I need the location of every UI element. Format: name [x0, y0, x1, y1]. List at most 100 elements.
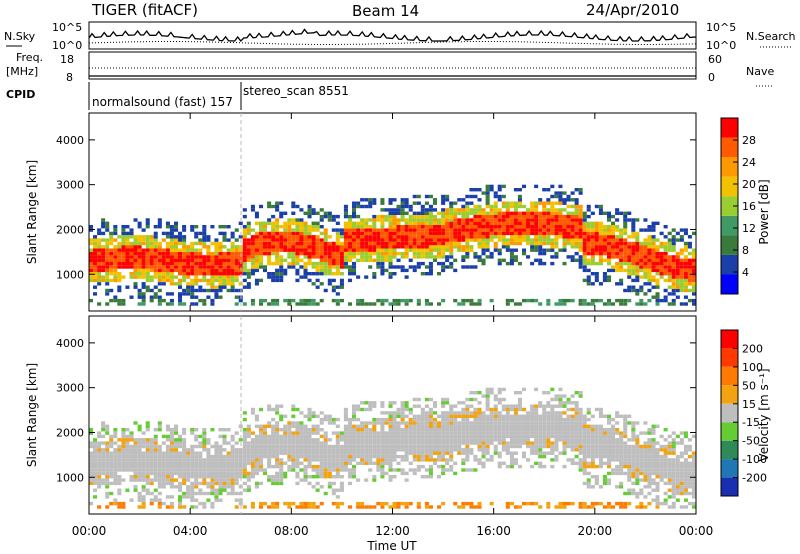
velocity-cell [343, 461, 348, 465]
velocity-cell [445, 461, 450, 465]
power-cell [505, 214, 510, 219]
power-cell [250, 265, 255, 269]
velocity-cell [275, 407, 280, 412]
power-cell [465, 238, 470, 242]
velocity-cell [428, 424, 433, 428]
power-cell [675, 272, 680, 276]
power-cell [121, 298, 126, 303]
velocity-cell [242, 461, 247, 465]
velocity-cell [169, 505, 174, 509]
velocity-cell [449, 421, 454, 425]
power-cell [335, 268, 340, 273]
power-cell [149, 298, 154, 303]
power-cell [635, 302, 640, 306]
power-cell [174, 248, 179, 252]
power-cell [623, 248, 628, 252]
power-cell [190, 302, 195, 306]
velocity-cell [323, 417, 328, 422]
velocity-cell [206, 461, 211, 465]
velocity-cell [574, 441, 579, 445]
power-cell [627, 235, 632, 239]
power-cell [578, 235, 583, 239]
power-cell [149, 245, 154, 249]
velocity-cell [145, 475, 150, 479]
velocity-cell [323, 475, 328, 479]
power-cell [651, 235, 656, 239]
velocity-cell [161, 434, 166, 439]
power-cell [671, 285, 676, 289]
power-cell [210, 261, 215, 266]
velocity-cell [165, 434, 170, 439]
velocity-cell [615, 448, 620, 452]
velocity-cell [161, 464, 166, 469]
velocity-cell [627, 438, 632, 442]
power-cell [493, 211, 498, 215]
velocity-cell [254, 441, 259, 445]
velocity-cell [331, 464, 336, 469]
power-cell [675, 261, 680, 266]
power-cell [465, 251, 470, 256]
power-cell [473, 231, 478, 236]
velocity-cell [493, 428, 498, 432]
power-cell [331, 258, 336, 262]
power-cell [623, 211, 628, 215]
velocity-cell [299, 448, 304, 452]
velocity-cell [242, 505, 247, 509]
power-cell [578, 258, 583, 262]
velocity-cell [174, 464, 179, 469]
velocity-cell [303, 434, 308, 439]
velocity-cell [497, 397, 502, 402]
velocity-cell [594, 501, 599, 506]
velocity-cell [388, 464, 393, 469]
power-cell [89, 255, 94, 259]
power-cell [339, 285, 344, 289]
velocity-cell [465, 421, 470, 425]
velocity-cell [598, 434, 603, 439]
velocity-cell [485, 424, 490, 428]
velocity-cell [157, 448, 162, 452]
power-cell [101, 225, 106, 229]
velocity-cell [530, 407, 535, 412]
power-cell [619, 261, 624, 266]
velocity-cell [627, 448, 632, 452]
power-cell [574, 198, 579, 202]
velocity-cell [477, 414, 482, 418]
velocity-cell [578, 505, 583, 509]
power-cell [222, 258, 227, 262]
power-cell [291, 218, 296, 222]
power-cell [663, 268, 668, 273]
power-cell [530, 241, 535, 246]
power-cell [651, 258, 656, 262]
velocity-cell [441, 441, 446, 445]
power-cell [250, 204, 255, 209]
power-cell [574, 204, 579, 209]
power-cell [331, 288, 336, 293]
velocity-cell [400, 438, 405, 442]
velocity-cell [574, 417, 579, 422]
power-cell [218, 268, 223, 273]
velocity-cell [404, 471, 409, 476]
velocity-cell [461, 431, 466, 435]
power-cell [384, 241, 389, 246]
velocity-cell [534, 421, 539, 425]
velocity-cell [428, 428, 433, 432]
power-cell [315, 238, 320, 242]
power-cell [279, 238, 284, 242]
velocity-cell [558, 401, 563, 405]
power-cell [368, 241, 373, 246]
velocity-cell [129, 461, 134, 465]
power-cell [360, 241, 365, 246]
power-cell [526, 241, 531, 246]
velocity-cell [169, 458, 174, 462]
velocity-cell [530, 434, 535, 439]
power-cell [89, 261, 94, 266]
date-label: 24/Apr/2010 [586, 1, 679, 19]
velocity-cell [408, 407, 413, 412]
power-cell [428, 245, 433, 249]
power-cell [214, 265, 219, 269]
velocity-cell [105, 428, 110, 432]
velocity-cell [198, 481, 203, 486]
velocity-cell [157, 481, 162, 486]
power-cell [489, 251, 494, 256]
power-cell [550, 211, 555, 215]
